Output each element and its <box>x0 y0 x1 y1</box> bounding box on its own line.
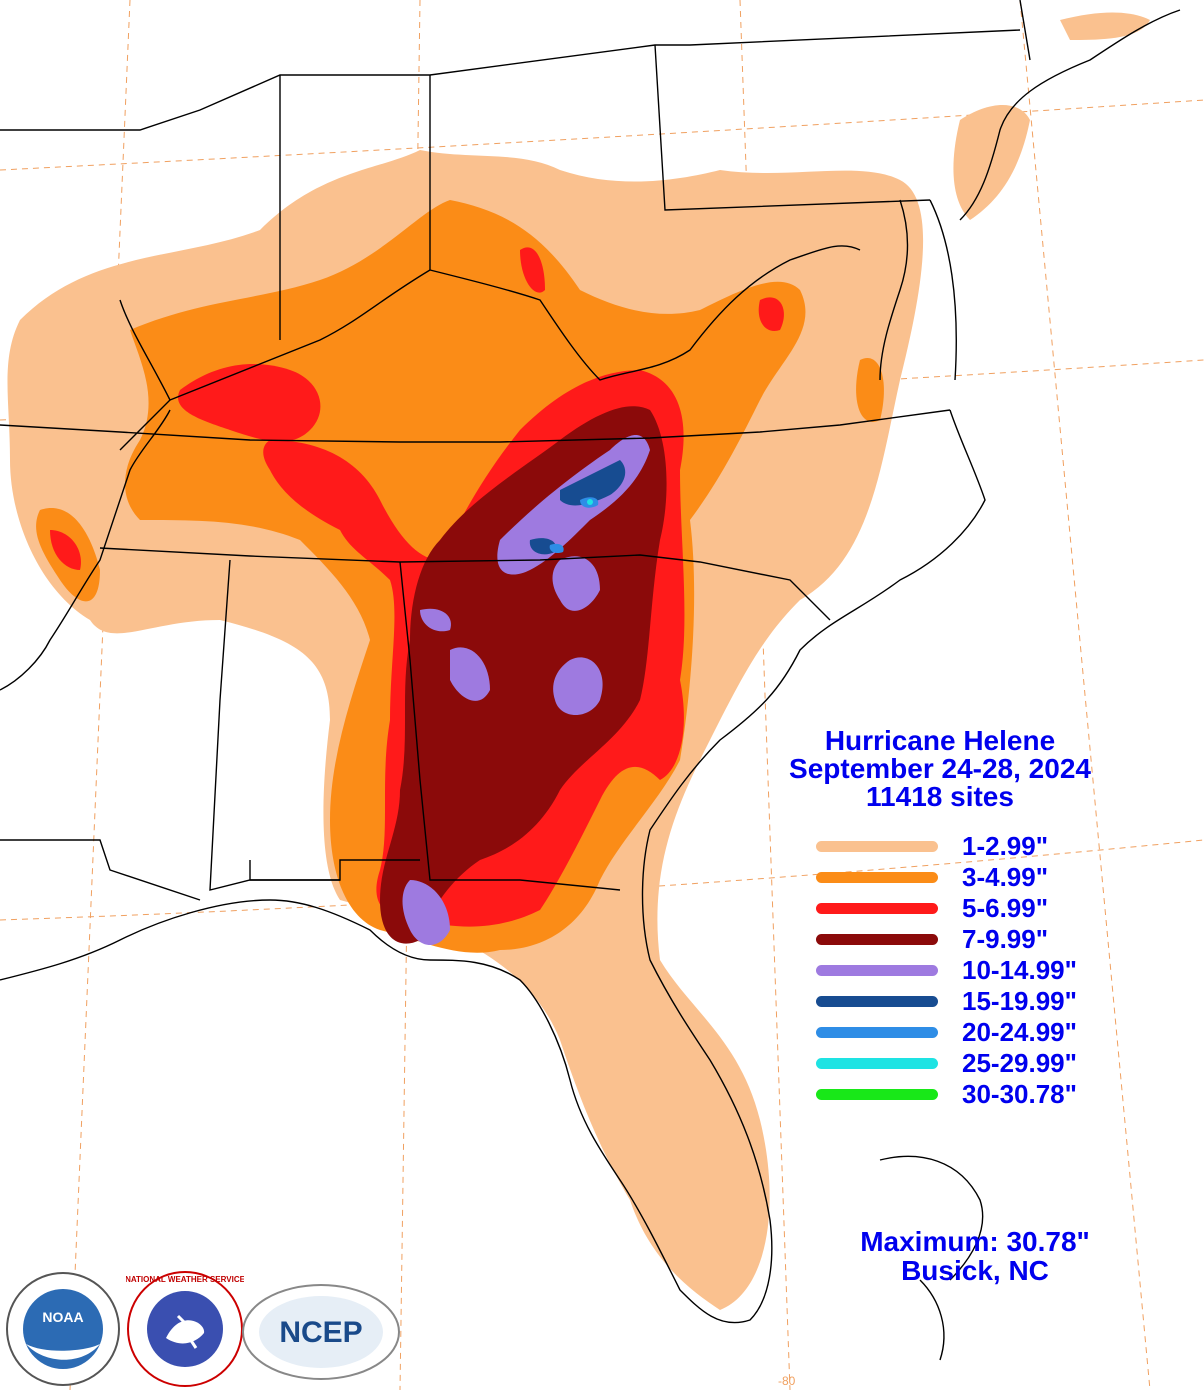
legend-swatch <box>816 872 938 883</box>
maximum-value: Maximum: 30.78" <box>860 1226 1090 1257</box>
legend-label: 5-6.99" <box>962 893 1049 923</box>
legend-item: 7-9.99" <box>812 925 1132 955</box>
legend-swatch <box>816 1058 938 1069</box>
legend-item: 15-19.99" <box>812 987 1132 1017</box>
legend-item: 20-24.99" <box>812 1018 1132 1048</box>
legend-swatch <box>816 1027 938 1038</box>
map-title-line-1: Hurricane Helene <box>824 725 1056 756</box>
legend-item: 1-2.99" <box>812 832 1132 862</box>
legend-swatch <box>816 934 938 945</box>
legend-label: 20-24.99" <box>962 1017 1077 1047</box>
rain-band-7-10 <box>380 406 667 944</box>
rain-band-20-25 <box>549 497 599 554</box>
legend-swatch <box>816 1089 938 1100</box>
legend-item: 3-4.99" <box>812 863 1132 893</box>
ncep-logo-text: NCEP <box>279 1316 362 1349</box>
rain-band-15-20 <box>529 460 626 555</box>
legend-label: 25-29.99" <box>962 1048 1077 1078</box>
longitude-label: -80 <box>778 1374 796 1388</box>
ncep-logo: NCEP <box>240 1282 402 1382</box>
boundaries <box>0 0 1181 1361</box>
rain-band-25-30 <box>587 499 593 505</box>
map-title-line-2: September 24-28, 2024 <box>789 753 1091 784</box>
legend-swatch <box>816 996 938 1007</box>
maximum-location: Busick, NC <box>901 1255 1049 1286</box>
legend-item: 25-29.99" <box>812 1049 1132 1079</box>
nws-logo-text: NATIONAL WEATHER SERVICE <box>126 1275 244 1284</box>
legend-label: 1-2.99" <box>962 831 1049 861</box>
map-title-line-3: 11418 sites <box>866 781 1014 812</box>
legend-label: 3-4.99" <box>962 862 1049 892</box>
legend-item: 10-14.99" <box>812 956 1132 986</box>
noaa-logo-text: NOAA <box>42 1309 83 1325</box>
legend-label: 7-9.99" <box>962 924 1049 954</box>
legend-label: 15-19.99" <box>962 986 1077 1016</box>
legend-label: 10-14.99" <box>962 955 1077 985</box>
legend-swatch <box>816 903 938 914</box>
legend-swatch <box>816 965 938 976</box>
noaa-logo: NOAA <box>4 1270 122 1388</box>
legend-swatch <box>816 841 938 852</box>
legend-item: 30-30.78" <box>812 1080 1132 1110</box>
nws-logo: NATIONAL WEATHER SERVICE <box>125 1268 246 1390</box>
legend-label: 30-30.78" <box>962 1079 1077 1109</box>
legend-item: 5-6.99" <box>812 894 1132 924</box>
